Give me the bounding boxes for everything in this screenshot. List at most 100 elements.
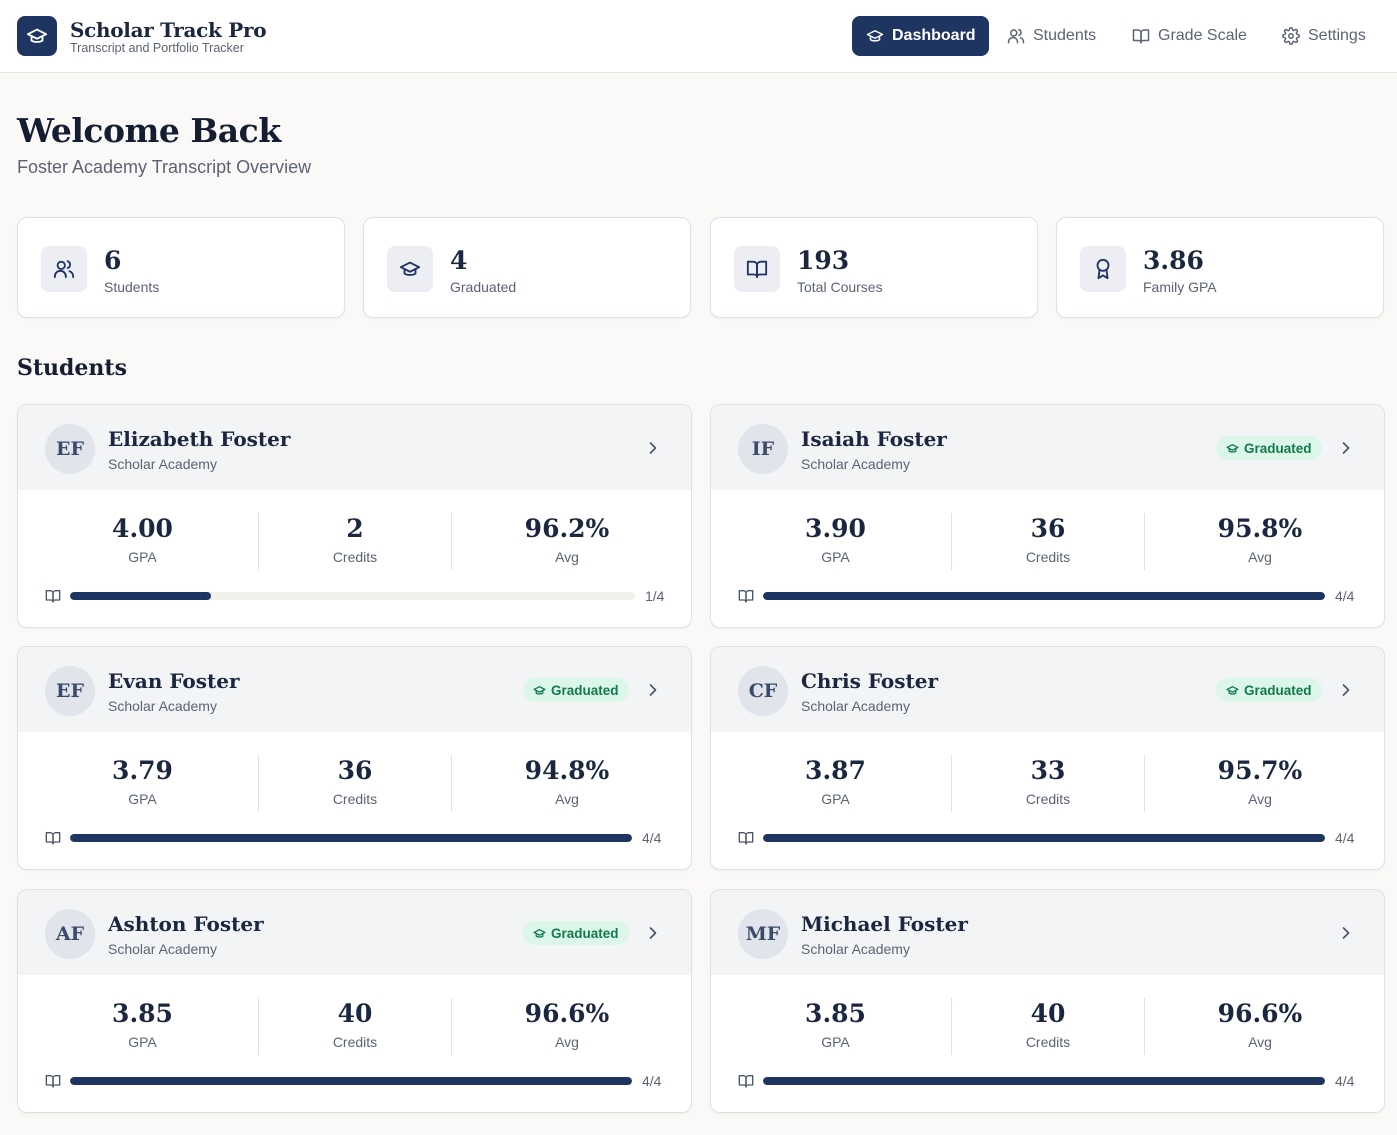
nav-students[interactable]: Students [993, 16, 1110, 56]
progress-bar [763, 834, 1325, 842]
stat-card-family-gpa: 3.86 Family GPA [1056, 217, 1384, 318]
avg-metric: 96.2% Avg [452, 513, 682, 570]
progress-text: 4/4 [1335, 588, 1355, 604]
status-badge: Graduated [523, 678, 629, 702]
credits-metric: 40 Credits [952, 998, 1144, 1055]
users-icon [1007, 28, 1025, 44]
gpa-metric: 3.85 GPA [738, 998, 933, 1055]
avg-label: Avg [1248, 1034, 1272, 1050]
avg-metric: 95.7% Avg [1145, 755, 1375, 812]
student-card[interactable]: EF Evan Foster Scholar Academy Graduated 3.7… [17, 646, 692, 870]
metric-divider [1144, 998, 1145, 1055]
avg-metric: 96.6% Avg [1145, 998, 1375, 1055]
gear-icon [1282, 27, 1300, 45]
chevron-right-icon[interactable] [643, 680, 663, 700]
credits-value: 33 [1030, 756, 1066, 785]
metric-divider [1144, 513, 1145, 570]
progress-bar [70, 834, 632, 842]
chevron-right-icon[interactable] [1336, 923, 1356, 943]
nav-grade-scale-label: Grade Scale [1158, 27, 1247, 44]
stat-label: Graduated [450, 279, 517, 295]
progress-bar-fill [763, 1077, 1325, 1085]
gpa-metric: 3.87 GPA [738, 755, 933, 812]
student-card-header[interactable]: EF Elizabeth Foster Scholar Academy [18, 405, 691, 490]
student-name[interactable]: Michael Foster [801, 912, 968, 936]
nav-grade-scale[interactable]: Grade Scale [1118, 16, 1261, 56]
avatar: EF [45, 424, 95, 474]
gpa-metric: 3.85 GPA [45, 998, 240, 1055]
book-open-icon [45, 1073, 61, 1089]
student-card[interactable]: CF Chris Foster Scholar Academy Graduated 3.… [710, 646, 1385, 870]
graduation-cap-icon [866, 30, 884, 42]
gpa-label: GPA [821, 791, 850, 807]
student-card-header[interactable]: CF Chris Foster Scholar Academy Graduated [711, 647, 1384, 732]
nav-settings[interactable]: Settings [1268, 16, 1380, 56]
progress-bar-fill [70, 592, 212, 600]
metric-divider [258, 998, 259, 1055]
student-card-header[interactable]: IF Isaiah Foster Scholar Academy Graduated [711, 405, 1384, 490]
avg-metric: 96.6% Avg [452, 998, 682, 1055]
award-icon [1080, 246, 1126, 292]
progress-text: 4/4 [642, 830, 662, 846]
student-school: Scholar Academy [108, 941, 217, 957]
metric-divider [951, 513, 952, 570]
student-name[interactable]: Elizabeth Foster [108, 427, 291, 451]
student-card-header[interactable]: AF Ashton Foster Scholar Academy Graduated [18, 890, 691, 975]
student-card[interactable]: IF Isaiah Foster Scholar Academy Graduated 3… [710, 404, 1385, 628]
graduation-cap-icon [533, 684, 546, 697]
book-open-icon [738, 830, 754, 846]
graduation-cap-icon [387, 246, 433, 292]
gpa-metric: 3.79 GPA [45, 755, 240, 812]
student-name[interactable]: Chris Foster [801, 669, 939, 693]
page-subtitle: Foster Academy Transcript Overview [17, 157, 312, 177]
book-open-icon [1132, 29, 1150, 44]
credits-metric: 2 Credits [259, 513, 451, 570]
student-card[interactable]: EF Elizabeth Foster Scholar Academy 4.00 GPA… [17, 404, 692, 628]
chevron-right-icon[interactable] [1336, 680, 1356, 700]
avg-value: 96.6% [1217, 999, 1303, 1028]
stat-value: 193 [797, 246, 850, 275]
book-open-icon [45, 588, 61, 604]
gpa-label: GPA [821, 549, 850, 565]
status-badge: Graduated [1216, 436, 1322, 460]
progress-text: 4/4 [1335, 830, 1355, 846]
nav-settings-label: Settings [1308, 27, 1366, 44]
student-school: Scholar Academy [108, 456, 217, 472]
chevron-right-icon[interactable] [643, 438, 663, 458]
avatar: IF [738, 424, 788, 474]
metric-divider [258, 755, 259, 812]
student-name[interactable]: Ashton Foster [108, 912, 264, 936]
book-open-icon [734, 246, 780, 292]
app-logo[interactable] [17, 16, 57, 56]
app-title: Scholar Track Pro [70, 18, 267, 42]
progress-bar-fill [763, 592, 1325, 600]
student-name[interactable]: Evan Foster [108, 669, 240, 693]
status-badge-label: Graduated [551, 682, 619, 698]
gpa-value: 4.00 [112, 514, 173, 543]
stat-card-graduated: 4 Graduated [363, 217, 691, 318]
chevron-right-icon[interactable] [643, 923, 663, 943]
student-card-header[interactable]: MF Michael Foster Scholar Academy [711, 890, 1384, 975]
top-navigation-bar: Scholar Track Pro Transcript and Portfol… [0, 0, 1397, 73]
stat-card-students: 6 Students [17, 217, 345, 318]
student-card[interactable]: AF Ashton Foster Scholar Academy Graduated 3… [17, 889, 692, 1113]
chevron-right-icon[interactable] [1336, 438, 1356, 458]
nav-dashboard[interactable]: Dashboard [852, 16, 989, 56]
credits-label: Credits [332, 1034, 378, 1050]
student-card[interactable]: MF Michael Foster Scholar Academy 3.85 GPA 40… [710, 889, 1385, 1113]
student-school: Scholar Academy [108, 698, 217, 714]
progress-bar [70, 1077, 632, 1085]
student-school: Scholar Academy [801, 698, 910, 714]
metric-divider [451, 998, 452, 1055]
status-badge: Graduated [1216, 678, 1322, 702]
avg-metric: 94.8% Avg [452, 755, 682, 812]
metric-divider [1144, 755, 1145, 812]
student-name[interactable]: Isaiah Foster [801, 427, 947, 451]
credits-value: 40 [1030, 999, 1066, 1028]
progress-bar-fill [70, 1077, 632, 1085]
avatar: MF [738, 909, 788, 959]
avatar: AF [45, 909, 95, 959]
student-card-header[interactable]: EF Evan Foster Scholar Academy Graduated [18, 647, 691, 732]
avatar: CF [738, 666, 788, 716]
student-school: Scholar Academy [801, 941, 910, 957]
